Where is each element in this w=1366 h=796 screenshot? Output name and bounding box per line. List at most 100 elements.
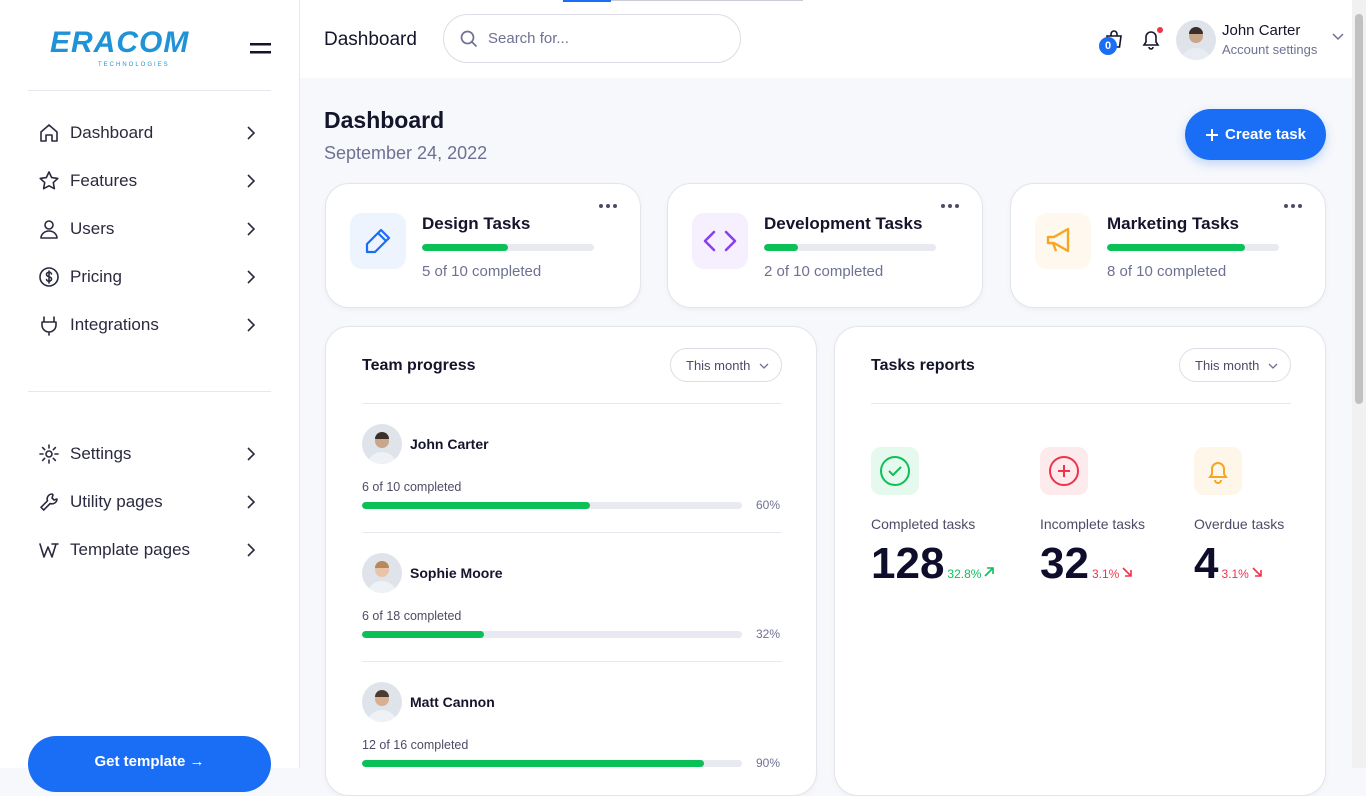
task-card: Marketing Tasks 8 of 10 completed <box>1010 183 1326 308</box>
scrollbar <box>1352 0 1366 768</box>
more-menu <box>598 203 618 209</box>
trend-arrow <box>1121 565 1133 583</box>
member-name: Matt Cannon <box>410 694 495 710</box>
task-icon <box>692 213 748 269</box>
nav-item[interactable]: Features <box>38 163 262 199</box>
nav-item[interactable]: Settings <box>38 436 262 472</box>
member-percent: 60% <box>755 498 780 512</box>
stat-icon <box>871 447 919 495</box>
progress-track <box>1107 244 1279 251</box>
task-reports-card: Tasks reports This month Completed tasks… <box>834 326 1326 796</box>
nav-label: Pricing <box>70 267 122 286</box>
member-name: John Carter <box>410 436 489 452</box>
task-card: Development Tasks 2 of 10 completed <box>667 183 983 308</box>
nav-item[interactable]: Pricing <box>38 259 262 295</box>
user-name[interactable]: John Carter <box>1222 22 1301 39</box>
nav-icon <box>38 170 60 192</box>
progress-bar <box>1107 244 1245 251</box>
more-menu <box>1283 203 1303 209</box>
nav-chevron <box>244 270 258 284</box>
top-indicator <box>611 0 803 1</box>
nav-label: Settings <box>70 444 132 463</box>
stat-change: 32.8% <box>947 567 982 581</box>
nav-chevron <box>244 174 258 188</box>
nav-chevron <box>244 318 258 332</box>
period-label: This month <box>1195 357 1260 373</box>
member-avatar <box>362 682 402 722</box>
divider <box>362 532 782 533</box>
nav-icon <box>38 539 60 561</box>
progress-bar <box>422 244 508 251</box>
card-title: Tasks reports <box>871 357 975 374</box>
notification-icon[interactable] <box>1139 26 1165 52</box>
nav-chevron <box>244 495 258 509</box>
search-placeholder: Search for... <box>488 30 569 47</box>
sidebar: ERACOM TECHNOLOGIES Get template → Dashb… <box>0 0 300 792</box>
task-card: Design Tasks 5 of 10 completed <box>325 183 641 308</box>
period-dropdown[interactable]: This month <box>670 348 782 382</box>
task-title: Marketing Tasks <box>1107 214 1239 233</box>
task-title: Development Tasks <box>764 214 923 233</box>
nav-item[interactable]: Dashboard <box>38 115 262 151</box>
nav-label: Users <box>70 219 115 238</box>
member-caption: 6 of 18 completed <box>362 609 462 623</box>
nav-chevron <box>244 447 258 461</box>
nav-item[interactable]: Utility pages <box>38 484 262 520</box>
search-icon <box>460 30 478 47</box>
trend-arrow <box>983 565 995 583</box>
nav-label: Integrations <box>70 315 159 334</box>
nav-label: Utility pages <box>70 492 163 511</box>
task-title: Design Tasks <box>422 214 531 233</box>
user-avatar[interactable] <box>1176 20 1216 60</box>
nav-item[interactable]: Users <box>38 211 262 247</box>
top-indicator <box>563 0 611 2</box>
member-percent: 32% <box>755 627 780 641</box>
stat-change: 3.1% <box>1221 567 1249 581</box>
header-title: Dashboard <box>324 29 417 50</box>
nav-icon <box>38 266 60 288</box>
create-task-label: Create task <box>1225 126 1306 143</box>
menu-toggle[interactable] <box>250 43 271 55</box>
card-title: Team progress <box>362 357 476 374</box>
stat-row: 4 3.1% <box>1194 539 1263 589</box>
nav-chevron <box>244 126 258 140</box>
plus-icon <box>1206 128 1219 141</box>
member-caption: 6 of 10 completed <box>362 480 462 494</box>
get-template-button[interactable]: Get template → <box>28 736 271 792</box>
progress-bar <box>362 502 590 509</box>
period-dropdown[interactable]: This month <box>1179 348 1291 382</box>
more-menu <box>940 203 960 209</box>
stat-row: 32 3.1% <box>1040 539 1133 589</box>
nav-chevron <box>244 222 258 236</box>
task-caption: 8 of 10 completed <box>1107 263 1227 280</box>
stat-label: Overdue tasks <box>1194 516 1285 532</box>
member-avatar <box>362 553 402 593</box>
progress-track <box>764 244 936 251</box>
user-chevron[interactable] <box>1332 33 1344 41</box>
nav-icon <box>38 314 60 336</box>
page-date: September 24, 2022 <box>324 143 488 163</box>
progress-track <box>362 631 742 638</box>
brand-subtitle: TECHNOLOGIES <box>98 62 170 68</box>
nav-item[interactable]: Template pages <box>38 532 262 568</box>
nav-item[interactable]: Integrations <box>38 307 262 343</box>
member-caption: 12 of 16 completed <box>362 738 469 752</box>
stat-label: Completed tasks <box>871 516 976 532</box>
create-task-button[interactable]: Create task <box>1185 109 1326 160</box>
divider <box>28 391 271 392</box>
stat-value: 128 <box>871 539 945 588</box>
brand-logo[interactable]: ERACOM <box>50 26 190 59</box>
member-percent: 90% <box>755 756 780 770</box>
divider <box>362 403 782 404</box>
nav-label: Template pages <box>70 540 191 559</box>
task-icon <box>1035 213 1091 269</box>
nav-icon <box>38 218 60 240</box>
period-label: This month <box>686 357 751 373</box>
user-subtitle: Account settings <box>1222 42 1318 57</box>
progress-track <box>362 760 742 767</box>
search-box[interactable]: Search for... <box>443 14 741 63</box>
trend-arrow <box>1251 565 1263 583</box>
nav-chevron <box>244 543 258 557</box>
stat-row: 128 32.8% <box>871 539 995 589</box>
